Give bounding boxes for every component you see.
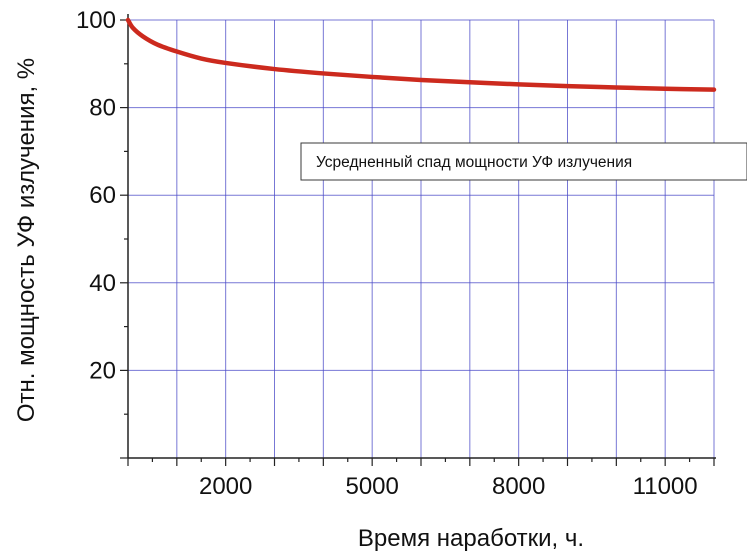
- x-tick-label: 2000: [199, 473, 252, 500]
- y-tick-label: 20: [89, 357, 116, 384]
- y-tick-label: 40: [89, 270, 116, 297]
- x-tick-label: 5000: [345, 473, 398, 500]
- series-layer: [125, 17, 717, 92]
- x-tick-label: 8000: [492, 473, 545, 500]
- y-axis-title: Отн. мощность УФ излучения, %: [13, 58, 40, 422]
- tick-labels: 2000 5000 8000 11000 20 40 60 80 100: [76, 7, 698, 500]
- y-tick-label: 100: [76, 7, 116, 34]
- y-tick-label: 80: [89, 95, 116, 122]
- grid: [128, 19, 715, 458]
- x-tick-label: 11000: [633, 473, 698, 500]
- x-axis-title: Время наработки, ч.: [358, 525, 584, 552]
- axes: [120, 14, 716, 466]
- y-tick-label: 60: [89, 182, 116, 209]
- series-line-0: [125, 17, 717, 92]
- legend-box: [300, 142, 747, 181]
- legend-label: Усредненный спад мощности УФ излучения: [316, 154, 632, 171]
- legend: Усредненный спад мощности УФ излучения: [300, 142, 747, 181]
